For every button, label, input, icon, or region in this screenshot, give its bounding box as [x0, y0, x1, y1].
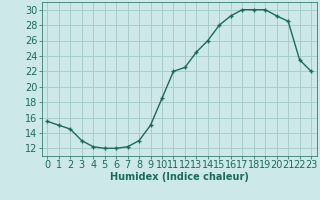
X-axis label: Humidex (Indice chaleur): Humidex (Indice chaleur) — [110, 172, 249, 182]
